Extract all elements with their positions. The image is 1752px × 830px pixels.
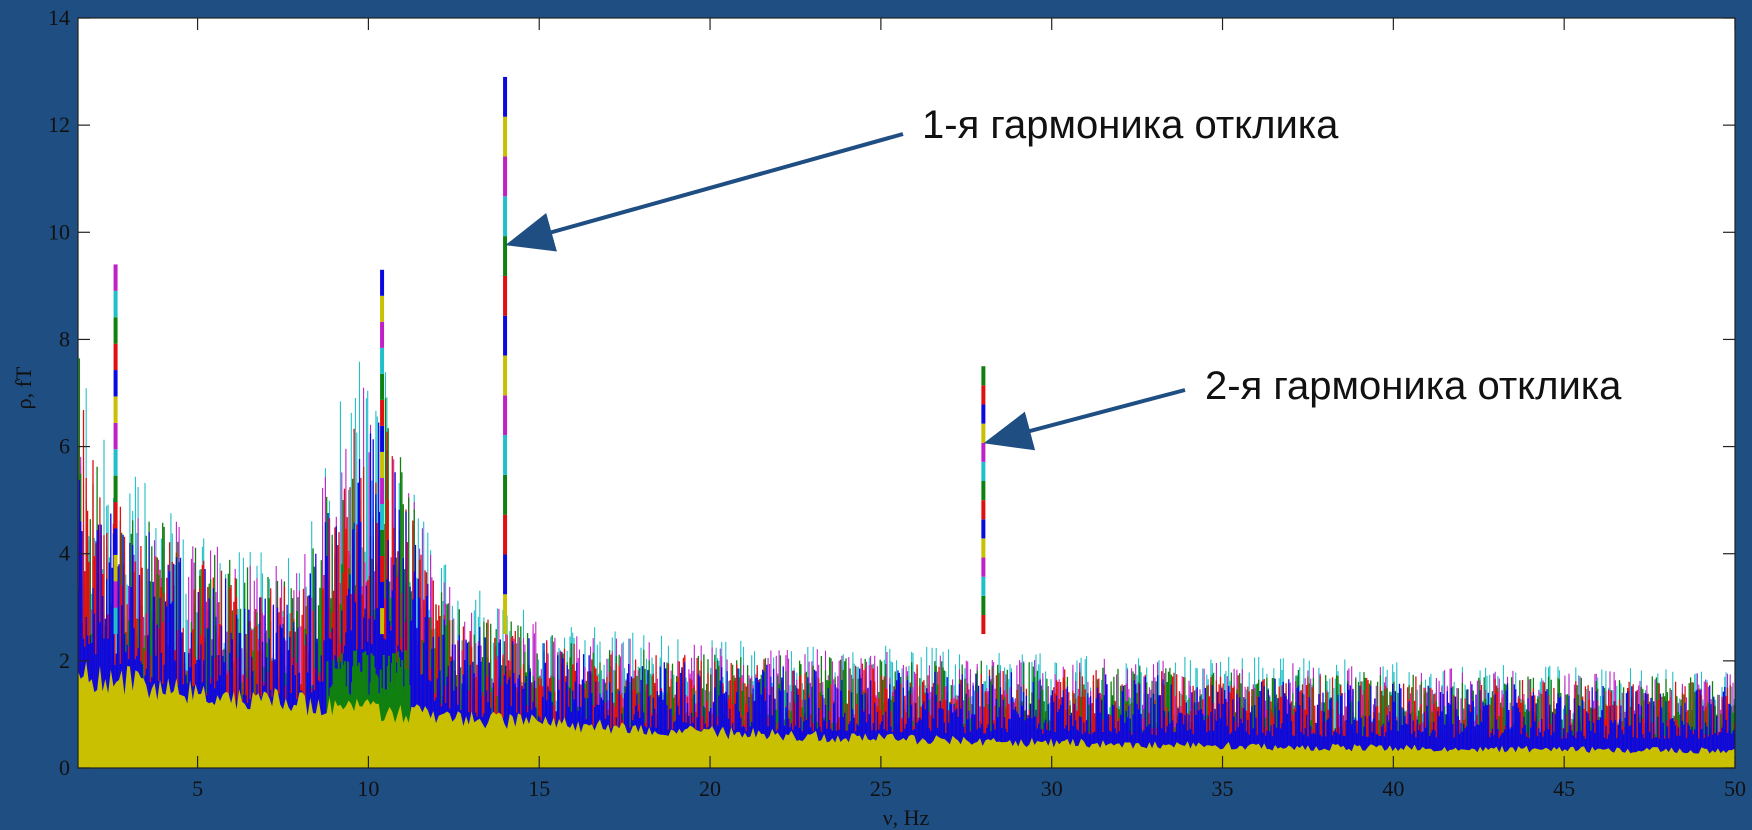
x-tick-label: 35 <box>1212 776 1234 801</box>
x-tick-label: 5 <box>192 776 203 801</box>
annotation-1: 1-я гармоника отклика <box>505 103 1339 252</box>
y-tick-label: 6 <box>59 434 70 459</box>
y-tick-label: 0 <box>59 755 70 780</box>
annotation-arrow <box>505 132 904 252</box>
annotation-layer: 1-я гармоника отклика 2-я гармоника откли… <box>505 103 1622 451</box>
x-tick-label: 30 <box>1041 776 1063 801</box>
baseline-area <box>78 661 1735 768</box>
x-tick-label: 45 <box>1553 776 1575 801</box>
x-tick-label: 15 <box>528 776 550 801</box>
x-tick-label: 25 <box>870 776 892 801</box>
y-tick-label: 4 <box>59 541 70 566</box>
y-tick-label: 10 <box>48 219 70 244</box>
y-tick-label: 14 <box>48 5 70 30</box>
y-tick-label: 12 <box>48 112 70 137</box>
x-axis-label: ν, Hz <box>883 805 930 830</box>
annotation-arrow <box>983 388 1186 451</box>
y-tick-label: 2 <box>59 648 70 673</box>
x-tick-label: 50 <box>1724 776 1746 801</box>
y-tick-label: 8 <box>59 326 70 351</box>
y-axis-label: ρ, fT <box>11 366 36 409</box>
x-tick-label: 40 <box>1382 776 1404 801</box>
annotation-label: 1-я гармоника отклика <box>922 103 1339 147</box>
data-layer <box>78 76 1735 768</box>
plot-border <box>77 17 1736 769</box>
annotation-2: 2-я гармоника отклика <box>983 364 1622 451</box>
baseline-fill <box>78 661 1735 768</box>
x-tick-label: 20 <box>699 776 721 801</box>
x-tick-label: 10 <box>357 776 379 801</box>
axes-layer: 5 10 15 20 25 30 35 40 45 50 0 2 4 6 8 10 12 14 <box>48 5 1746 801</box>
annotation-label: 2-я гармоника отклика <box>1205 364 1622 408</box>
